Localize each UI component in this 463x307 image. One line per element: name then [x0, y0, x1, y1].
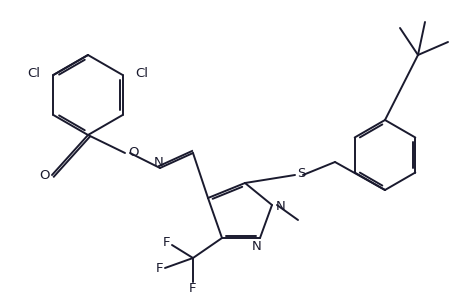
Text: O: O [128, 146, 138, 158]
Text: S: S [297, 166, 305, 180]
Text: Cl: Cl [27, 67, 40, 80]
Text: N: N [154, 156, 164, 169]
Text: O: O [39, 169, 49, 181]
Text: F: F [162, 236, 170, 250]
Text: F: F [189, 282, 197, 296]
Text: N: N [276, 200, 286, 212]
Text: N: N [252, 239, 262, 252]
Text: F: F [155, 262, 163, 274]
Text: Cl: Cl [136, 67, 149, 80]
